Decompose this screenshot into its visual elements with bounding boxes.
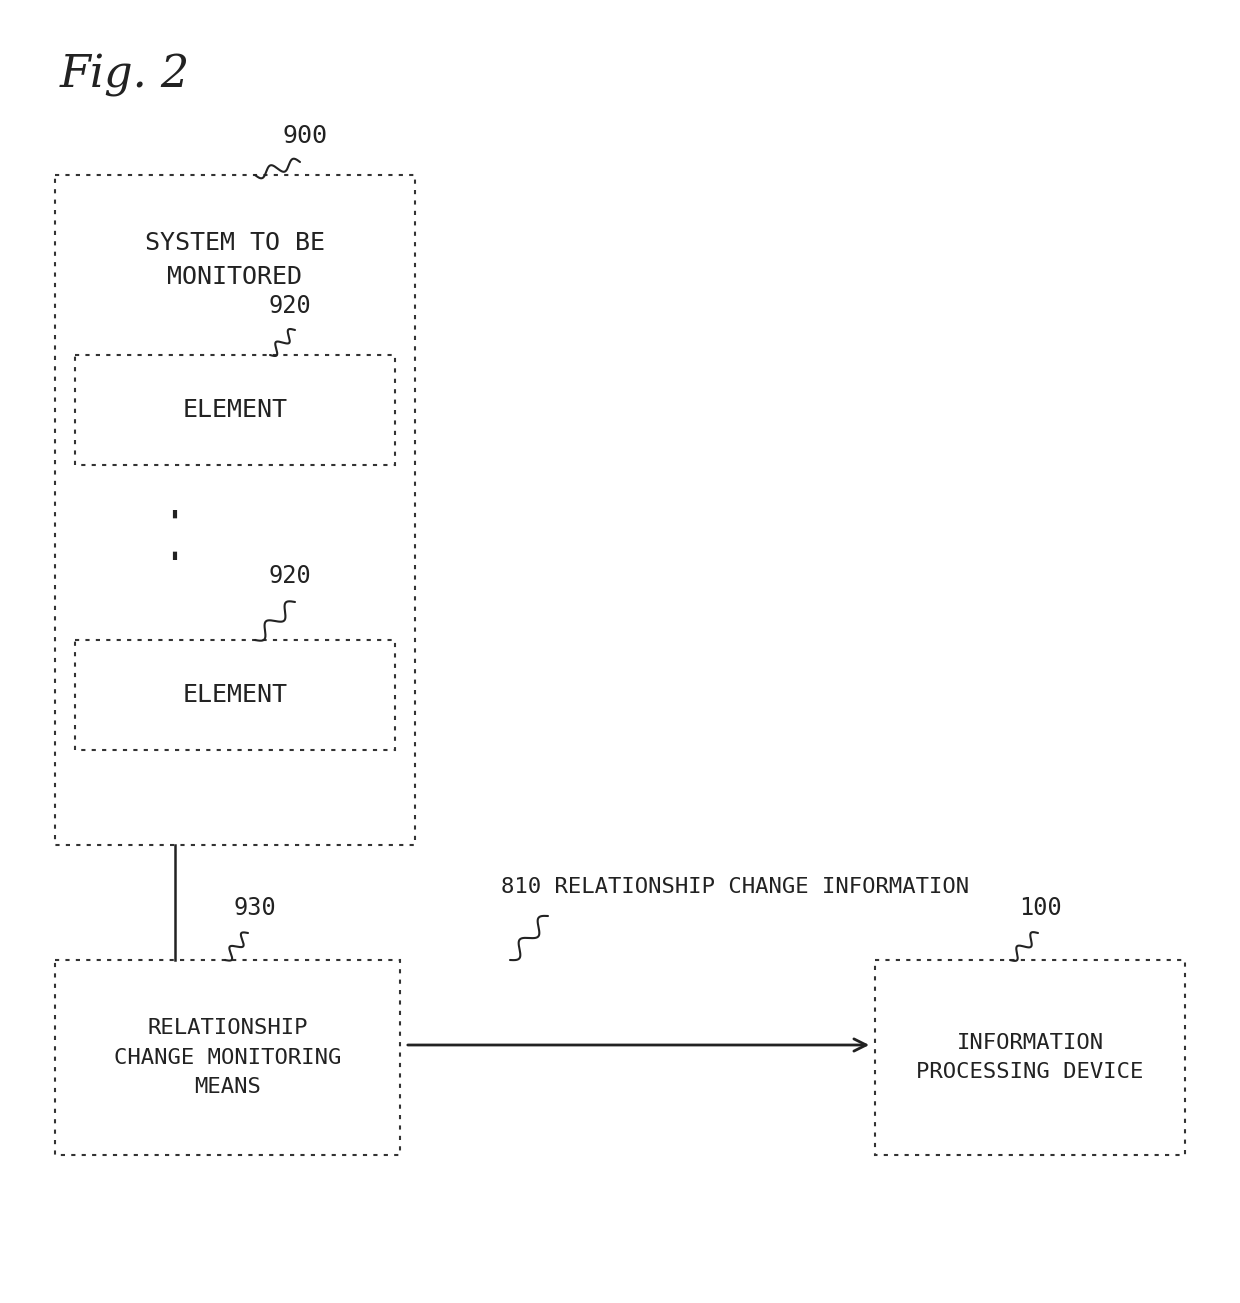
Text: 920: 920 <box>269 294 311 318</box>
Text: ELEMENT: ELEMENT <box>182 397 288 422</box>
Bar <box>55 175 415 846</box>
Bar <box>74 640 396 751</box>
Text: RELATIONSHIP
CHANGE MONITORING
MEANS: RELATIONSHIP CHANGE MONITORING MEANS <box>114 1018 341 1097</box>
Text: ELEMENT: ELEMENT <box>182 683 288 708</box>
Text: 930: 930 <box>233 896 277 920</box>
Text: Fig. 2: Fig. 2 <box>60 53 190 96</box>
Text: 100: 100 <box>1018 896 1061 920</box>
Text: 810 RELATIONSHIP CHANGE INFORMATION: 810 RELATIONSHIP CHANGE INFORMATION <box>501 877 970 896</box>
Text: INFORMATION
PROCESSING DEVICE: INFORMATION PROCESSING DEVICE <box>916 1033 1143 1083</box>
Text: 900: 900 <box>283 124 327 149</box>
Bar <box>875 960 1185 1154</box>
Text: SYSTEM TO BE
MONITORED: SYSTEM TO BE MONITORED <box>145 231 325 289</box>
Bar <box>74 354 396 465</box>
Bar <box>55 960 401 1154</box>
Text: 920: 920 <box>269 564 311 588</box>
